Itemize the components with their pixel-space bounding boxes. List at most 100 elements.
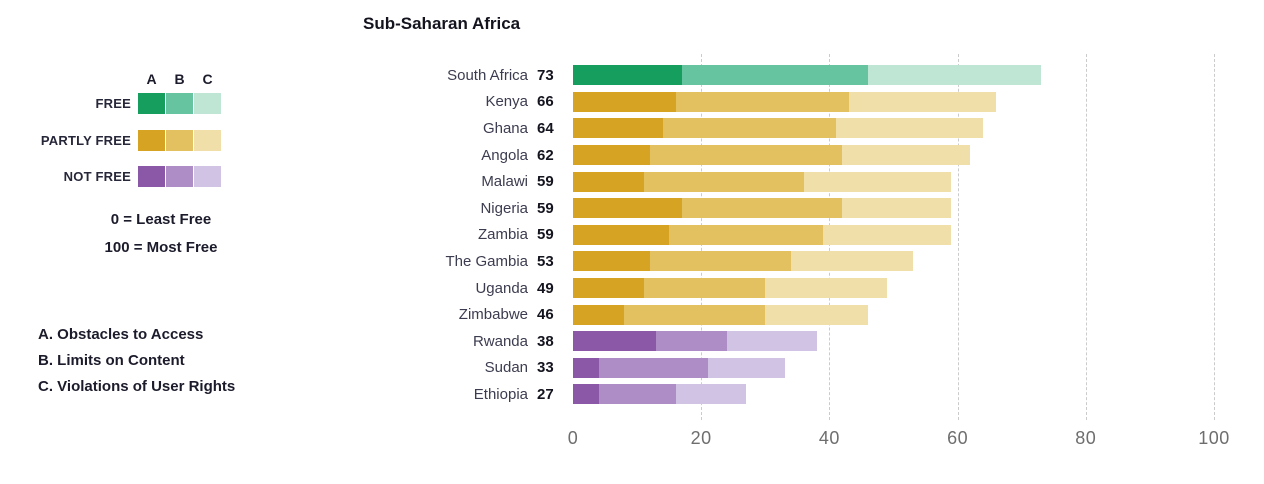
bar-segment-b [675,91,849,112]
bar-segment-b [656,331,727,352]
country-label: Kenya [485,93,528,111]
x-axis: 0 20 40 60 80 100 [568,428,1230,450]
legend-col-b: B [174,70,185,87]
stacked-bar [573,357,785,378]
swatch-free-c [194,93,221,114]
segment-definitions: A. Obstacles to Access B. Limits on Cont… [38,322,235,400]
bar-segment-b [598,384,676,405]
bar-segment-b [624,304,766,325]
bar-segment-b [649,251,791,272]
x-axis-tick-label: 60 [947,428,969,448]
bar-segment-b [681,65,868,86]
stacked-bar [573,384,747,405]
stacked-bar [573,198,952,219]
x-axis-tick-label: 100 [1198,428,1230,448]
bar-segment-b [643,171,804,192]
bar-rows: South Africa 73 Kenya 66 Ghana 64 Angola 62 Mala… [345,62,1041,408]
stacked-bar [573,171,952,192]
gridline-60 [957,54,959,420]
bar-segment-c [675,384,747,405]
bar-row: Kenya 66 [345,89,1041,116]
bar-row: Uganda 49 [345,275,1041,302]
scale-note-min: 0 = Least Free [110,211,212,228]
country-label: Ghana [482,119,528,137]
bar-row: Nigeria 59 [345,195,1041,222]
bar-segment-a [573,171,644,192]
bar-row: The Gambia 53 [345,248,1041,275]
chart-title: Sub-Saharan Africa [363,14,521,33]
scale-note-max: 100 = Most Free [104,239,218,256]
bar-row: Rwanda 38 [345,328,1041,355]
x-axis-tick-label: 20 [690,428,712,448]
bar-segment-c [707,357,785,378]
bar-segment-c [842,145,971,166]
country-label: Angola [481,146,528,164]
swatch-free-a [138,93,165,114]
bar-row: Sudan 33 [345,355,1041,382]
scale-notes: 0 = Least Free 100 = Most Free [58,206,264,262]
stacked-bar [573,224,952,245]
stacked-bar [573,251,913,272]
stacked-bar [573,118,984,139]
score-label: 62 [537,146,554,164]
bar-segment-a [573,278,644,299]
swatch-not-free-b [166,166,193,187]
country-label: Zambia [477,226,528,244]
x-axis-tick-label: 80 [1075,428,1097,448]
bar-row: Angola 62 [345,142,1041,169]
score-label: 33 [537,359,554,377]
swatch-partly-free-a [138,130,165,151]
bar-segment-b [643,278,766,299]
country-label: Rwanda [472,332,528,350]
bar-segment-b [649,145,843,166]
bar-row: South Africa 73 [345,62,1041,89]
country-label: Ethiopia [473,385,528,403]
score-label: 53 [537,252,554,270]
bar-row: Ethiopia 27 [345,381,1041,408]
bar-segment-a [573,224,670,245]
legend-column-headers: A B C [30,68,222,89]
score-label: 59 [537,199,554,217]
bar-segment-a [573,384,599,405]
stacked-bar [573,278,888,299]
bar-segment-a [573,91,676,112]
country-label: Sudan [484,359,528,377]
legend-label-not-free: NOT FREE [63,169,131,184]
swatch-not-free-a [138,166,165,187]
gridline-100 [1214,54,1215,420]
legend-label-partly-free: PARTLY FREE [40,133,131,148]
bar-segment-c [867,65,1041,86]
bar-segment-c [803,171,952,192]
bar-segment-a [573,357,599,378]
bar-segment-b [681,198,843,219]
legend-row-free: FREE [30,93,222,114]
stacked-bar [573,304,868,325]
bar-segment-a [573,304,625,325]
country-label: The Gambia [445,252,528,270]
bar-segment-a [573,331,657,352]
x-axis-tick-label: 40 [818,428,840,448]
legend-label-free: FREE [95,96,131,111]
legend-row-not-free: NOT FREE [30,166,222,187]
bar-segment-c [790,251,913,272]
bar-segment-c [765,278,888,299]
bar-segment-b [669,224,823,245]
bar-segment-c [822,224,952,245]
bar-segment-b [598,357,708,378]
stacked-bar [573,331,817,352]
bar-segment-b [662,118,836,139]
x-axis-tick-label: 0 [567,428,579,448]
swatch-free-b [166,93,193,114]
bar-row: Zimbabwe 46 [345,301,1041,328]
score-label: 64 [537,119,554,137]
legend-row-partly-free: PARTLY FREE [30,130,222,151]
country-label: Malawi [481,173,528,191]
country-label: South Africa [447,66,528,84]
score-label: 49 [537,279,554,297]
bar-row: Ghana 64 [345,115,1041,142]
bar-segment-c [842,198,952,219]
score-label: 73 [537,66,554,84]
score-label: 27 [537,385,554,403]
bar-segment-a [573,251,650,272]
